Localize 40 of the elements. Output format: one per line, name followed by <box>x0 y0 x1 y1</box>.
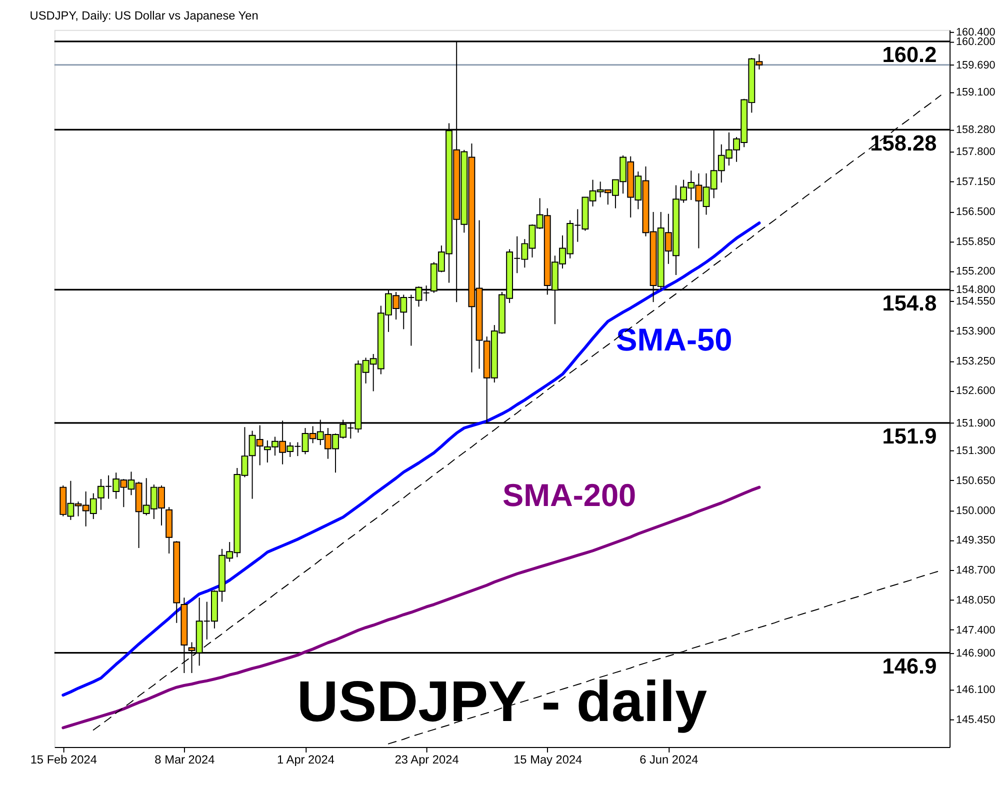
y-tick-label: 148.050 <box>956 594 996 606</box>
ref-line-label: 151.9 <box>882 424 937 449</box>
series-label: SMA-50 <box>616 322 732 358</box>
y-tick-label: 151.900 <box>956 417 996 430</box>
y-tick-label: 146.900 <box>956 647 996 660</box>
x-tick-label: 6 Jun 2024 <box>640 752 699 766</box>
x-tick-label: 15 May 2024 <box>514 752 583 766</box>
x-tick-label: 8 Mar 2024 <box>154 752 216 766</box>
y-tick-label: 159.100 <box>956 86 996 98</box>
y-tick-label: 157.150 <box>956 176 996 188</box>
y-tick-label: 155.200 <box>956 266 996 278</box>
y-tick-label: 148.700 <box>956 564 996 577</box>
y-tick-label: 155.850 <box>956 236 996 248</box>
ref-line-label: 146.9 <box>882 654 937 679</box>
annotation: USDJPY - daily <box>296 670 708 734</box>
ref-line-label: 158.28 <box>870 130 937 156</box>
y-tick-label: 147.400 <box>956 624 996 636</box>
y-tick-label: 151.300 <box>956 445 996 458</box>
y-tick-label: 157.800 <box>956 146 996 158</box>
series-label: SMA-200 <box>502 477 636 514</box>
y-tick-label: 156.500 <box>956 206 996 218</box>
y-tick-label: 146.100 <box>956 684 996 696</box>
y-tick-label: 159.690 <box>956 59 996 72</box>
y-tick-label: 153.900 <box>956 325 996 338</box>
x-tick-label: 15 Feb 2024 <box>30 752 98 766</box>
y-tick-label: 150.650 <box>956 474 996 487</box>
ref-line-label: 160.2 <box>882 42 937 68</box>
ref-line-label: 154.8 <box>882 290 937 316</box>
y-tick-label: 160.200 <box>956 36 996 48</box>
x-tick-label: 23 Apr 2024 <box>394 752 460 766</box>
x-tick-label: 1 Apr 2024 <box>277 752 335 766</box>
y-tick-label: 152.600 <box>956 385 996 398</box>
y-tick-label: 153.250 <box>956 355 996 368</box>
y-tick-label: 154.550 <box>956 296 996 308</box>
chart-title: USDJPY, Daily: US Dollar vs Japanese Yen <box>30 8 258 22</box>
y-tick-label: 154.800 <box>956 284 996 296</box>
y-tick-label: 150.000 <box>956 504 996 517</box>
y-tick-label: 145.450 <box>956 714 996 726</box>
y-tick-label: 149.350 <box>956 534 996 547</box>
y-tick-label: 158.280 <box>956 124 996 136</box>
